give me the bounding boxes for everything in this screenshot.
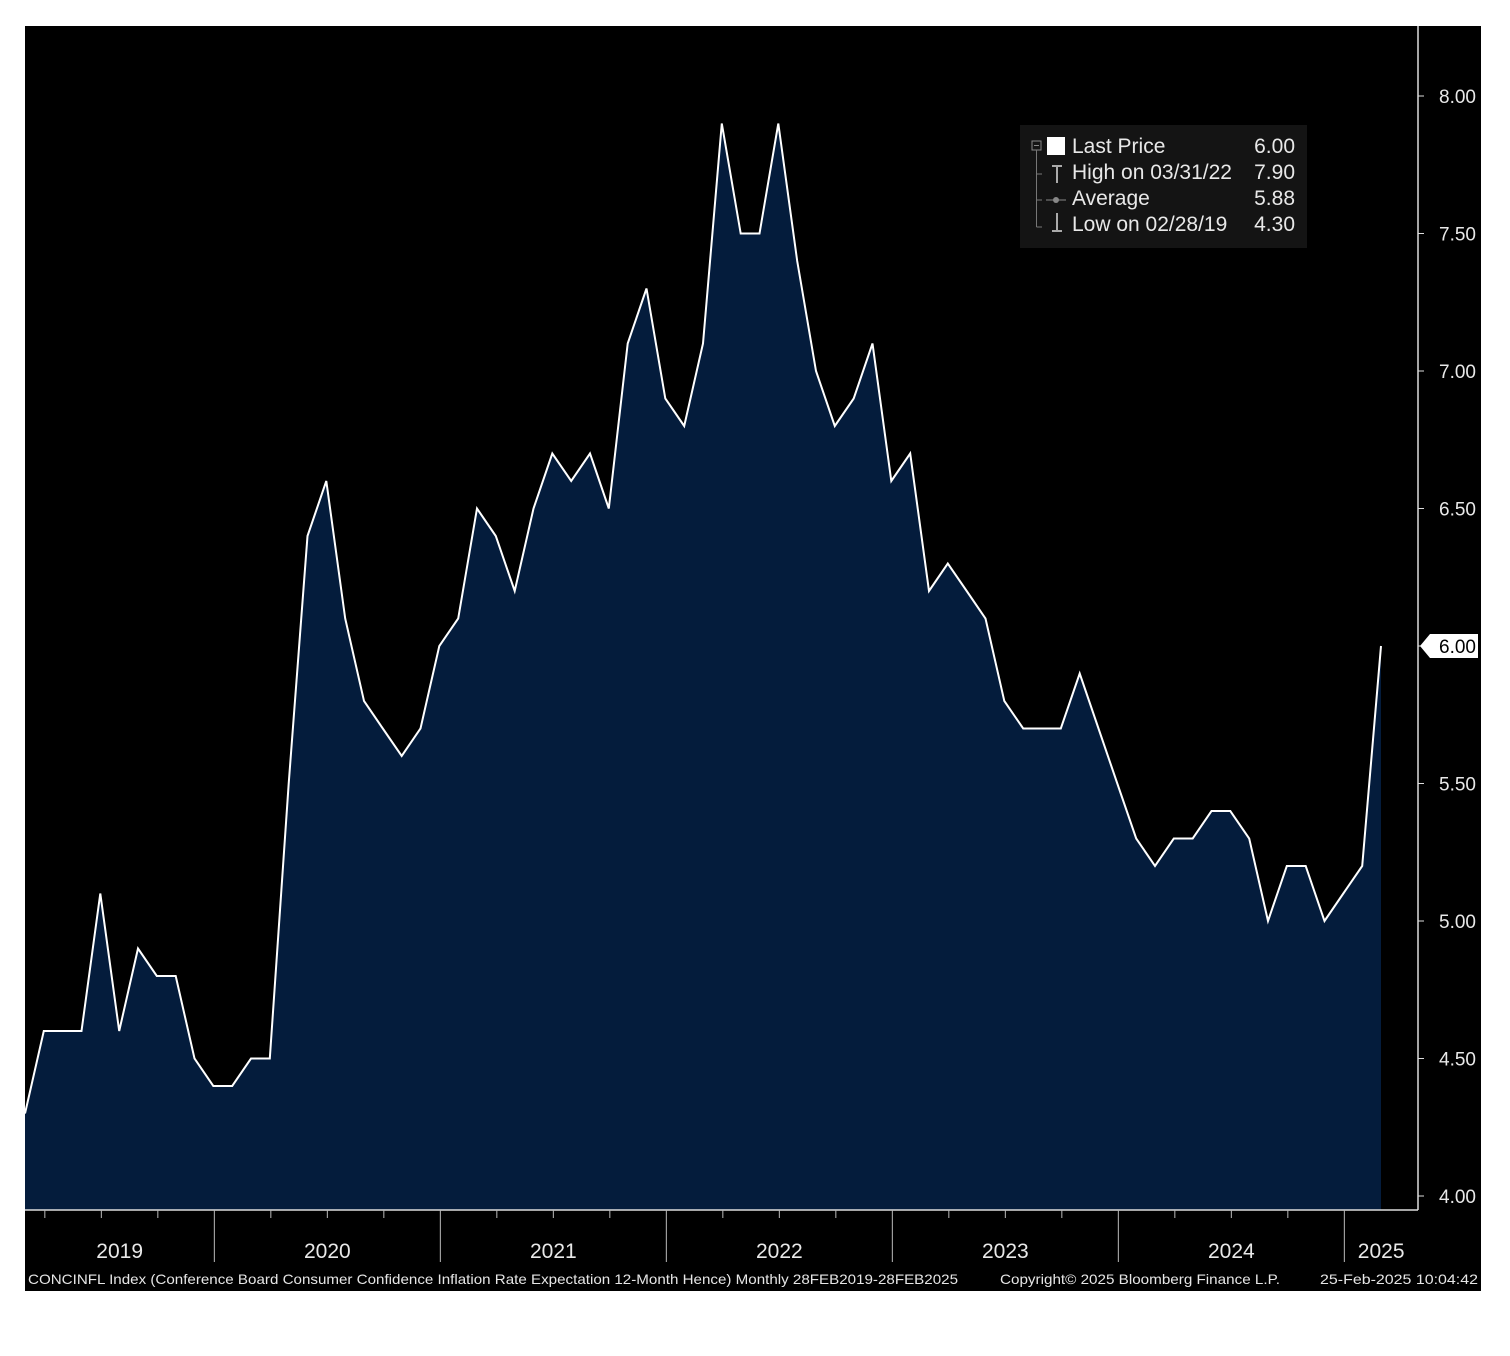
y-tick-label: 7.00 <box>1439 362 1476 383</box>
last-price-swatch-icon <box>1047 137 1065 155</box>
last-value-label: 6.00 <box>1439 637 1476 658</box>
x-tick-label: 2025 <box>1358 1240 1405 1263</box>
legend: Last Price 6.00 High on 03/31/22 7.90 Aver… <box>1020 125 1307 248</box>
y-tick-label: 6.50 <box>1439 500 1476 521</box>
x-tick-label: 2024 <box>1208 1240 1255 1263</box>
y-tick-label: 4.00 <box>1439 1187 1476 1208</box>
x-tick-label: 2020 <box>304 1240 351 1263</box>
legend-average: Average 5.88 <box>1072 187 1295 213</box>
legend-value: 5.88 <box>1254 187 1295 210</box>
legend-value: 6.00 <box>1254 135 1295 158</box>
y-tick-label: 5.50 <box>1439 775 1476 796</box>
legend-label: Last Price <box>1072 135 1166 158</box>
legend-label: High on 03/31/22 <box>1072 161 1232 184</box>
x-tick-label: 2022 <box>756 1240 803 1263</box>
x-tick-label: 2019 <box>96 1240 143 1263</box>
area-fill <box>25 123 1381 1210</box>
plot-area <box>24 123 1382 1210</box>
legend-label: Low on 02/28/19 <box>1072 213 1228 236</box>
footer-timestamp: 25-Feb-2025 10:04:42 <box>1320 1271 1478 1287</box>
series-line <box>24 123 1382 1114</box>
x-tick-label: 2021 <box>530 1240 577 1263</box>
legend-label: Average <box>1072 187 1150 210</box>
y-tick-label: 8.00 <box>1439 87 1476 108</box>
y-tick-label: 7.50 <box>1439 225 1476 246</box>
last-value-tag <box>1420 634 1478 658</box>
legend-tree-icon <box>1031 137 1066 232</box>
legend-low: Low on 02/28/19 4.30 <box>1072 213 1295 239</box>
y-tick-label: 4.50 <box>1439 1050 1476 1071</box>
legend-last-price: Last Price 6.00 <box>1072 135 1295 161</box>
legend-high: High on 03/31/22 7.90 <box>1072 161 1295 187</box>
y-tick-label: 5.00 <box>1439 912 1476 933</box>
footer-description: CONCINFL Index (Conference Board Consume… <box>28 1271 958 1287</box>
legend-value: 4.30 <box>1254 213 1295 236</box>
footer-copyright: Copyright© 2025 Bloomberg Finance L.P. <box>1000 1271 1280 1287</box>
x-tick-label: 2023 <box>982 1240 1029 1263</box>
axes: 4.00 4.50 5.00 5.50 6.50 7.00 7.50 8.00 2019 2020… <box>25 26 1478 1263</box>
legend-value: 7.90 <box>1254 161 1295 184</box>
